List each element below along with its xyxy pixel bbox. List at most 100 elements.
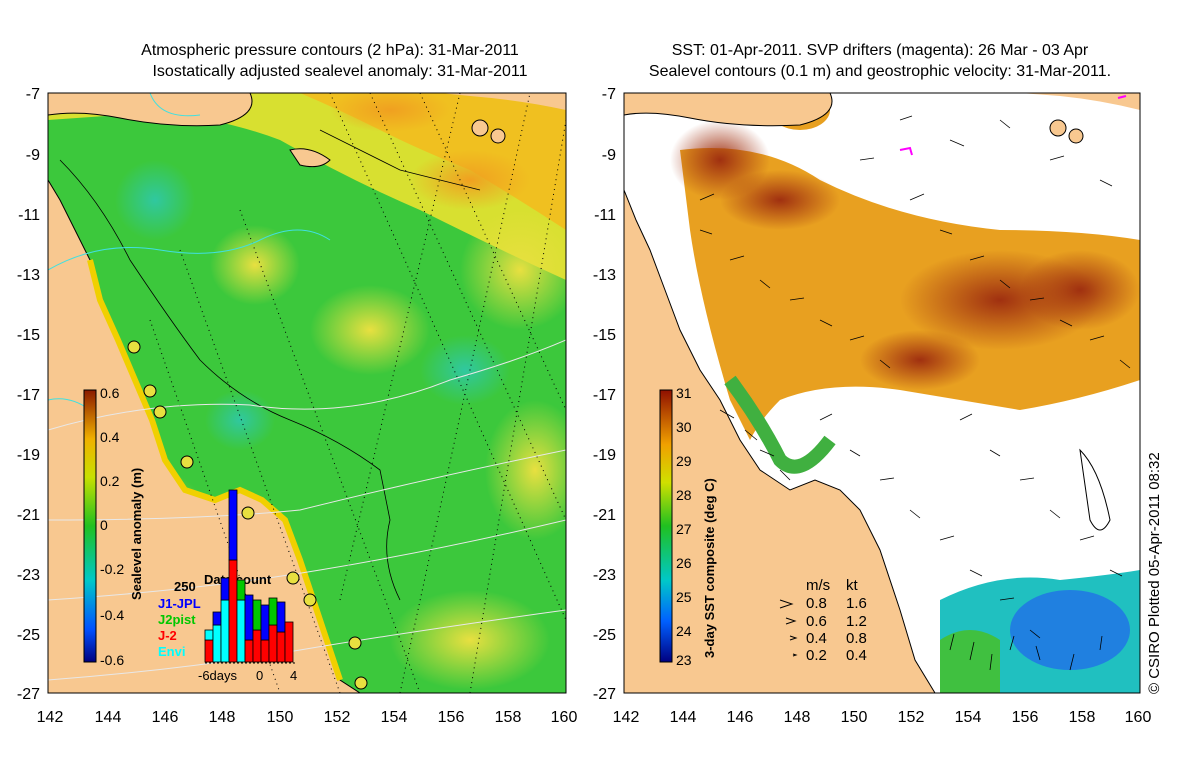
sst-hot: [1020, 250, 1140, 330]
svg-text:142: 142: [37, 709, 64, 726]
svg-text:-9: -9: [26, 147, 40, 164]
svg-text:0.6: 0.6: [100, 385, 120, 401]
sst-coastal: [724, 375, 836, 474]
svg-text:154: 154: [381, 709, 408, 726]
svg-text:-25: -25: [593, 627, 616, 644]
hist-label-start: -6days: [198, 668, 238, 683]
left-map: [48, 93, 566, 693]
sla-patch: [210, 225, 300, 305]
reef-contour: [319, 129, 481, 191]
sla-colorbar-label: Sealevel anomaly (m): [129, 468, 144, 600]
hist-label-zero: 0: [256, 668, 263, 683]
legend-arrow: [785, 617, 797, 625]
svg-text:146: 146: [727, 709, 754, 726]
tide-gauges: [127, 340, 368, 690]
sla-patch: [460, 210, 566, 330]
right-map: [624, 93, 1140, 693]
svg-text:1.2: 1.2: [846, 613, 867, 630]
sla-low: [115, 160, 195, 240]
legend-arrow: [779, 599, 794, 609]
svg-text:0.2: 0.2: [100, 473, 120, 489]
legend-envi: Envi: [158, 644, 185, 659]
svg-text:0.2: 0.2: [806, 647, 827, 664]
svg-text:-13: -13: [17, 267, 40, 284]
velocity-legend: m/s kt 0.8 1.6 0.6 1.2 0.4 0.8 0.2 0.4: [779, 577, 867, 664]
svg-text:-7: -7: [26, 86, 40, 103]
svg-text:29: 29: [676, 453, 692, 469]
sla-colorbar-ticks: 0.6 0.4 0.2 0 -0.2 -0.4 -0.6: [100, 385, 124, 668]
left-title-line1: Atmospheric pressure contours (2 hPa): 3…: [141, 42, 519, 59]
svg-text:31: 31: [676, 385, 692, 401]
island: [490, 128, 506, 144]
svg-text:0.4: 0.4: [806, 630, 827, 647]
svg-text:-21: -21: [17, 507, 40, 524]
svg-text:-21: -21: [593, 507, 616, 524]
svg-text:144: 144: [95, 709, 122, 726]
sst-hot: [720, 170, 840, 230]
sla-high: [330, 93, 450, 132]
right-y-axis: -7 -9 -11 -13 -15 -17 -19 -21 -23 -25 -2…: [593, 86, 616, 703]
png-land: [48, 93, 566, 110]
left-title-line2: Isostatically adjusted sealevel anomaly:…: [152, 63, 528, 80]
svg-text:kt: kt: [846, 577, 859, 594]
svg-text:148: 148: [209, 709, 236, 726]
svg-text:-11: -11: [594, 207, 616, 224]
svg-text:-15: -15: [17, 327, 40, 344]
svg-text:-11: -11: [18, 207, 40, 224]
right-title-line1: SST: 01-Apr-2011. SVP drifters (magenta)…: [671, 42, 1089, 59]
legend-j2: J-2: [158, 628, 177, 643]
svg-text:23: 23: [676, 652, 692, 668]
svg-text:24: 24: [676, 623, 692, 639]
reef-contour: [59, 159, 401, 601]
svg-text:148: 148: [784, 709, 811, 726]
left-x-axis: 142 144 146 148 150 152 154 156 158 160: [37, 709, 578, 726]
svg-text:-17: -17: [17, 387, 40, 404]
svg-text:-0.2: -0.2: [100, 561, 124, 577]
geostrophic-velocity-arrows: [699, 115, 1131, 671]
svg-text:-23: -23: [17, 567, 40, 584]
svg-text:-0.4: -0.4: [100, 607, 124, 623]
svg-text:158: 158: [495, 709, 522, 726]
sst-colorbar: [659, 389, 673, 663]
png-east-right: [1020, 93, 1140, 110]
australia-land-right: [624, 93, 936, 693]
svg-text:0.8: 0.8: [846, 630, 867, 647]
sst-green: [940, 630, 1000, 693]
svg-text:0.4: 0.4: [846, 647, 867, 664]
right-title-line2: Sealevel contours (0.1 m) and geostrophi…: [648, 63, 1112, 80]
credit-stamp: © CSIRO Plotted 05-Apr-2011 08:32: [1146, 452, 1163, 694]
svg-text:144: 144: [670, 709, 697, 726]
svg-text:-13: -13: [593, 267, 616, 284]
legend-j1jpl: J1-JPL: [158, 596, 201, 611]
svg-text:160: 160: [551, 709, 578, 726]
svg-text:-0.6: -0.6: [100, 652, 124, 668]
data-count-max: 250: [174, 579, 196, 594]
sla-patch: [390, 590, 550, 690]
svg-text:152: 152: [898, 709, 925, 726]
svg-text:1.6: 1.6: [846, 595, 867, 612]
sla-high: [410, 150, 530, 210]
right-x-axis: 142 144 146 148 150 152 154 156 158 160: [613, 709, 1152, 726]
svg-text:0: 0: [100, 517, 108, 533]
legend-arrow: [789, 635, 798, 641]
legend-arrow: [792, 653, 798, 657]
left-map-frame: [47, 92, 567, 694]
hist-label-end: 4: [290, 668, 297, 683]
island: [1049, 119, 1067, 137]
svg-text:27: 27: [676, 521, 692, 537]
svg-text:150: 150: [267, 709, 294, 726]
svg-text:-7: -7: [602, 86, 616, 103]
svg-text:-27: -27: [17, 686, 40, 703]
svg-text:156: 156: [438, 709, 465, 726]
sla-patch: [485, 400, 566, 540]
svg-text:-9: -9: [602, 147, 616, 164]
svg-text:0.8: 0.8: [806, 595, 827, 612]
sst-cooler: [1010, 590, 1130, 670]
sla-patch: [310, 285, 430, 375]
svg-text:-19: -19: [593, 447, 616, 464]
svg-text:30: 30: [676, 419, 692, 435]
right-map-frame: [623, 92, 1141, 694]
sla-low: [420, 335, 510, 405]
histogram-bars: [204, 489, 294, 663]
